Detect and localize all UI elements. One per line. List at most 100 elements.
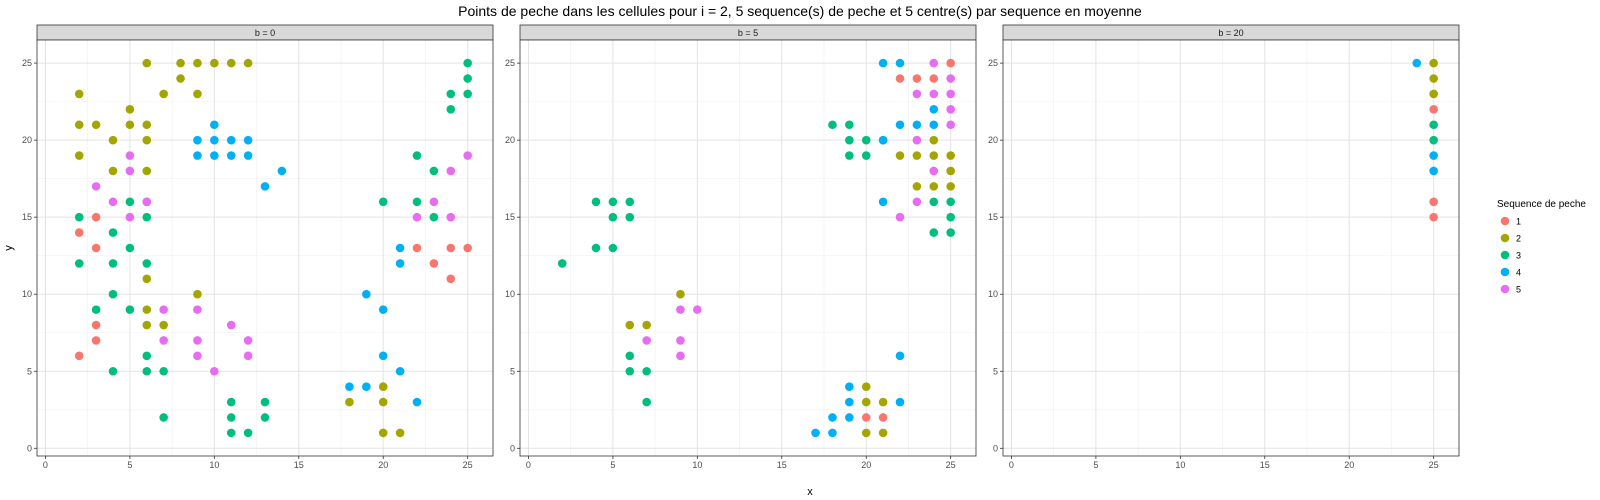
point-seq-5 <box>912 89 922 99</box>
x-tick-label: 5 <box>610 460 615 470</box>
point-seq-4 <box>345 382 354 391</box>
x-tick-label: 5 <box>1093 460 1098 470</box>
point-seq-2 <box>895 151 905 160</box>
point-seq-2 <box>1429 89 1438 99</box>
y-tick-label: 15 <box>22 212 32 222</box>
x-tick-label: 20 <box>861 460 871 470</box>
y-tick-label: 20 <box>988 135 998 145</box>
point-seq-4 <box>193 135 202 145</box>
point-seq-2 <box>912 182 922 191</box>
point-seq-2 <box>108 166 118 176</box>
point-seq-3 <box>260 397 270 407</box>
point-seq-5 <box>446 166 456 176</box>
legend: Sequence de peche 1 2 3 4 5 <box>1497 199 1586 295</box>
point-seq-2 <box>210 58 219 68</box>
point-seq-1 <box>929 74 939 83</box>
y-tick-label: 5 <box>993 366 998 376</box>
point-seq-5 <box>125 151 135 160</box>
point-seq-2 <box>378 428 388 438</box>
point-seq-2 <box>193 58 202 68</box>
point-seq-3 <box>378 197 388 207</box>
point-seq-2 <box>861 382 871 391</box>
point-seq-3 <box>608 243 618 253</box>
point-seq-1 <box>429 259 439 268</box>
point-seq-1 <box>861 413 871 422</box>
point-seq-5 <box>929 166 939 176</box>
point-seq-3 <box>108 228 118 237</box>
point-seq-2 <box>159 89 168 99</box>
point-seq-4 <box>828 413 837 422</box>
point-seq-4 <box>929 105 939 114</box>
panels-group: b = 0 0 5 10 15 20 25 0 5 10 15 20 25 b = 5 0 5 10 15 20 25… <box>22 24 1460 470</box>
point-seq-3 <box>557 259 567 268</box>
point-seq-4 <box>277 166 287 176</box>
point-seq-3 <box>608 212 618 222</box>
point-seq-3 <box>412 151 422 160</box>
point-seq-2 <box>226 58 236 68</box>
point-seq-5 <box>929 58 939 68</box>
point-seq-3 <box>74 212 84 222</box>
point-seq-3 <box>260 413 270 422</box>
point-seq-3 <box>125 305 135 314</box>
x-tick-label: 15 <box>1260 460 1270 470</box>
point-seq-4 <box>260 182 270 191</box>
point-seq-2 <box>74 120 84 130</box>
point-seq-3 <box>845 120 854 130</box>
panel-border <box>1002 39 1460 457</box>
point-seq-2 <box>395 428 405 438</box>
point-seq-2 <box>142 320 152 330</box>
x-tick-label: 0 <box>526 460 531 470</box>
point-seq-2 <box>142 305 152 314</box>
point-seq-4 <box>226 135 236 145</box>
point-seq-5 <box>912 197 922 207</box>
x-tick-label: 0 <box>1009 460 1014 470</box>
y-tick-label: 10 <box>505 289 515 299</box>
point-seq-3 <box>861 151 871 160</box>
y-axis-title: y <box>3 245 15 251</box>
point-seq-5 <box>159 336 168 345</box>
point-seq-1 <box>91 243 101 253</box>
point-seq-2 <box>946 151 955 160</box>
point-seq-5 <box>946 120 955 130</box>
legend-key-5 <box>1500 284 1510 294</box>
point-seq-3 <box>108 259 118 268</box>
point-seq-5 <box>642 336 651 345</box>
point-seq-5 <box>446 212 456 222</box>
point-seq-1 <box>74 351 84 361</box>
point-seq-5 <box>946 74 955 83</box>
x-tick-label: 10 <box>209 460 219 470</box>
point-seq-2 <box>378 397 388 407</box>
point-seq-2 <box>193 89 202 99</box>
point-seq-2 <box>676 289 685 299</box>
point-seq-3 <box>108 366 118 376</box>
y-tick-label: 15 <box>988 212 998 222</box>
point-seq-3 <box>226 428 236 438</box>
point-seq-3 <box>429 166 439 176</box>
point-seq-2 <box>193 289 202 299</box>
point-seq-3 <box>446 105 456 114</box>
point-seq-3 <box>429 212 439 222</box>
point-seq-5 <box>946 105 955 114</box>
point-seq-1 <box>946 58 955 68</box>
point-seq-5 <box>929 89 939 99</box>
y-tick-label: 10 <box>988 289 998 299</box>
point-seq-3 <box>946 228 955 237</box>
point-seq-2 <box>378 382 388 391</box>
point-seq-3 <box>845 151 854 160</box>
x-tick-label: 15 <box>294 460 304 470</box>
point-seq-2 <box>642 320 651 330</box>
x-tick-label: 0 <box>43 460 48 470</box>
point-seq-3 <box>642 366 651 376</box>
point-seq-4 <box>1429 151 1438 160</box>
point-seq-5 <box>243 336 253 345</box>
y-tick-label: 0 <box>993 443 998 453</box>
point-seq-3 <box>125 243 135 253</box>
point-seq-5 <box>159 305 168 314</box>
point-seq-3 <box>861 135 871 145</box>
point-seq-5 <box>946 89 955 99</box>
legend-label-2: 2 <box>1516 234 1521 244</box>
point-seq-2 <box>74 151 84 160</box>
legend-key-2 <box>1500 233 1510 243</box>
point-seq-1 <box>878 413 888 422</box>
